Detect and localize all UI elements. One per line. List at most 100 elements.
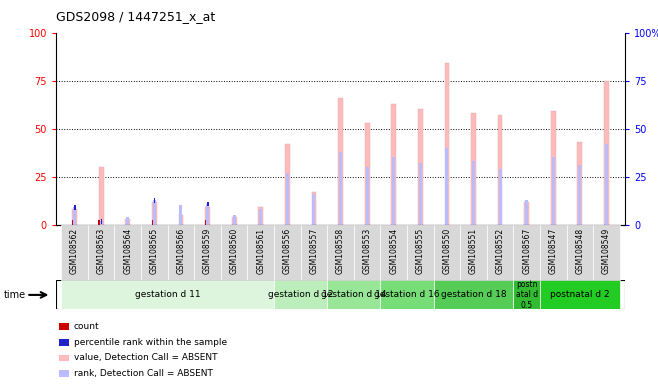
Text: gestation d 14: gestation d 14 bbox=[321, 290, 386, 299]
Bar bbox=[61, 280, 274, 309]
Bar bbox=[74, 205, 76, 210]
Bar bbox=[472, 161, 475, 225]
Text: count: count bbox=[74, 322, 99, 331]
Text: value, Detection Call = ABSENT: value, Detection Call = ABSENT bbox=[74, 353, 217, 362]
Bar bbox=[206, 204, 209, 225]
Bar bbox=[419, 163, 422, 225]
Bar bbox=[259, 209, 262, 225]
Bar bbox=[59, 370, 69, 377]
Bar bbox=[460, 225, 487, 280]
Bar bbox=[339, 152, 342, 225]
Bar bbox=[141, 225, 168, 280]
Text: GSM108565: GSM108565 bbox=[150, 227, 159, 274]
Bar bbox=[578, 142, 582, 225]
Bar bbox=[221, 225, 247, 280]
Bar bbox=[445, 148, 448, 225]
Bar bbox=[151, 220, 153, 225]
Bar bbox=[101, 219, 102, 224]
Bar bbox=[286, 173, 289, 225]
Bar bbox=[365, 123, 370, 225]
Text: GSM108553: GSM108553 bbox=[363, 227, 372, 274]
Bar bbox=[540, 280, 620, 309]
Bar bbox=[180, 205, 182, 225]
Text: postnatal d 2: postnatal d 2 bbox=[550, 290, 610, 299]
Text: GSM108559: GSM108559 bbox=[203, 227, 212, 274]
Bar bbox=[99, 220, 100, 225]
Bar bbox=[274, 280, 327, 309]
Text: percentile rank within the sample: percentile rank within the sample bbox=[74, 338, 227, 347]
Bar bbox=[301, 225, 327, 280]
Bar bbox=[168, 225, 194, 280]
Bar bbox=[604, 81, 609, 225]
Bar bbox=[354, 225, 380, 280]
Bar bbox=[178, 215, 184, 225]
Text: GSM108566: GSM108566 bbox=[176, 227, 186, 274]
Text: GSM108562: GSM108562 bbox=[70, 227, 79, 273]
Bar bbox=[392, 157, 395, 225]
Bar bbox=[72, 209, 77, 225]
Bar bbox=[114, 225, 141, 280]
Bar bbox=[513, 225, 540, 280]
Bar bbox=[445, 63, 449, 225]
Bar bbox=[366, 167, 368, 225]
Bar bbox=[434, 280, 513, 309]
Bar bbox=[274, 225, 301, 280]
Bar bbox=[73, 207, 76, 225]
Bar bbox=[313, 194, 315, 225]
Bar bbox=[207, 202, 209, 207]
Text: GSM108563: GSM108563 bbox=[97, 227, 106, 274]
Text: GSM108554: GSM108554 bbox=[390, 227, 398, 274]
Bar bbox=[380, 225, 407, 280]
Bar bbox=[593, 225, 620, 280]
Bar bbox=[59, 355, 69, 361]
Text: gestation d 18: gestation d 18 bbox=[441, 290, 506, 299]
Text: GSM108550: GSM108550 bbox=[442, 227, 451, 274]
Text: time: time bbox=[3, 290, 26, 300]
Text: GSM108564: GSM108564 bbox=[123, 227, 132, 274]
Bar bbox=[578, 165, 581, 225]
Text: rank, Detection Call = ABSENT: rank, Detection Call = ABSENT bbox=[74, 369, 213, 378]
Bar bbox=[125, 219, 130, 225]
Bar bbox=[233, 215, 236, 225]
Bar bbox=[513, 280, 540, 309]
Bar bbox=[327, 280, 380, 309]
Bar bbox=[88, 225, 114, 280]
Bar bbox=[380, 280, 434, 309]
Bar bbox=[152, 202, 157, 225]
Bar bbox=[59, 323, 69, 330]
Bar bbox=[497, 115, 503, 225]
Bar bbox=[551, 111, 556, 225]
Bar bbox=[524, 202, 529, 225]
Bar bbox=[434, 225, 460, 280]
Text: gestation d 11: gestation d 11 bbox=[135, 290, 201, 299]
Bar bbox=[232, 217, 236, 225]
Text: GSM108561: GSM108561 bbox=[256, 227, 265, 273]
Bar bbox=[499, 169, 501, 225]
Bar bbox=[154, 198, 155, 203]
Bar bbox=[418, 109, 422, 225]
Text: GDS2098 / 1447251_x_at: GDS2098 / 1447251_x_at bbox=[56, 10, 215, 23]
Bar bbox=[61, 225, 88, 280]
Bar bbox=[99, 167, 103, 225]
Bar bbox=[540, 225, 567, 280]
Bar bbox=[525, 200, 528, 225]
Text: gestation d 16: gestation d 16 bbox=[374, 290, 440, 299]
Bar bbox=[392, 104, 396, 225]
Bar bbox=[72, 220, 74, 225]
Text: GSM108555: GSM108555 bbox=[416, 227, 425, 274]
Bar bbox=[407, 225, 434, 280]
Bar bbox=[285, 144, 290, 225]
Text: GSM108547: GSM108547 bbox=[549, 227, 558, 274]
Text: GSM108552: GSM108552 bbox=[495, 227, 505, 273]
Bar bbox=[259, 207, 263, 225]
Text: postn
atal d
0.5: postn atal d 0.5 bbox=[516, 280, 538, 310]
Bar bbox=[311, 192, 316, 225]
Bar bbox=[153, 200, 156, 225]
Bar bbox=[205, 220, 207, 225]
Text: GSM108560: GSM108560 bbox=[230, 227, 239, 274]
Text: GSM108557: GSM108557 bbox=[309, 227, 318, 274]
Text: GSM108551: GSM108551 bbox=[469, 227, 478, 273]
Text: GSM108567: GSM108567 bbox=[522, 227, 531, 274]
Bar bbox=[471, 113, 476, 225]
Bar bbox=[487, 225, 513, 280]
